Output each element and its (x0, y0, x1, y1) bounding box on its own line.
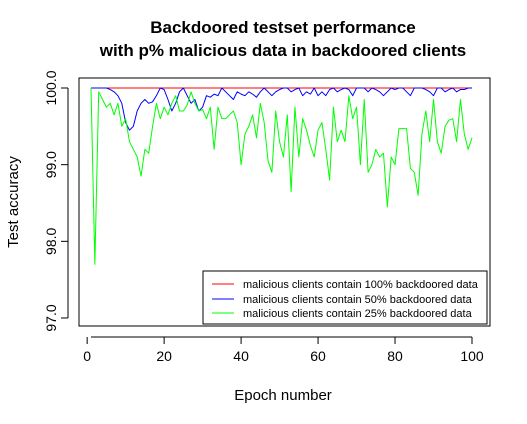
y-tick-label: 97.0 (43, 304, 59, 331)
legend: malicious clients contain 100% backdoore… (202, 270, 488, 325)
x-tick-label: 100 (460, 348, 484, 364)
x-tick-label: 40 (233, 348, 249, 364)
y-axis-label: Test accuracy (5, 156, 22, 248)
y-axis: 97.0 98.0 99.0 100.0 (43, 70, 69, 332)
x-axis: 0 20 40 60 80 100 (83, 336, 484, 364)
legend-label-25: malicious clients contain 25% backdoored… (243, 308, 473, 320)
x-axis-label: Epoch number (234, 387, 332, 404)
series-line-50pct (91, 87, 472, 131)
plot-frame (78, 77, 491, 327)
x-tick-label: 0 (83, 348, 91, 364)
chart-title-line2: with p% malicious data in backdoored cli… (99, 41, 467, 60)
legend-box (202, 270, 488, 325)
series-line-25pct (90, 87, 473, 265)
x-tick-label: 60 (310, 348, 326, 364)
x-tick-label: 80 (387, 348, 403, 364)
y-tick-label: 98.0 (43, 227, 59, 254)
legend-label-50: malicious clients contain 50% backdoored… (243, 294, 473, 306)
y-tick-label: 100.0 (43, 70, 59, 105)
series-layer (90, 87, 473, 265)
x-tick-label: 20 (156, 348, 172, 364)
legend-label-100: malicious clients contain 100% backdoore… (243, 279, 479, 291)
y-tick-label: 99.0 (43, 151, 59, 178)
chart-title-line1: Backdoored testset performance (150, 18, 415, 37)
